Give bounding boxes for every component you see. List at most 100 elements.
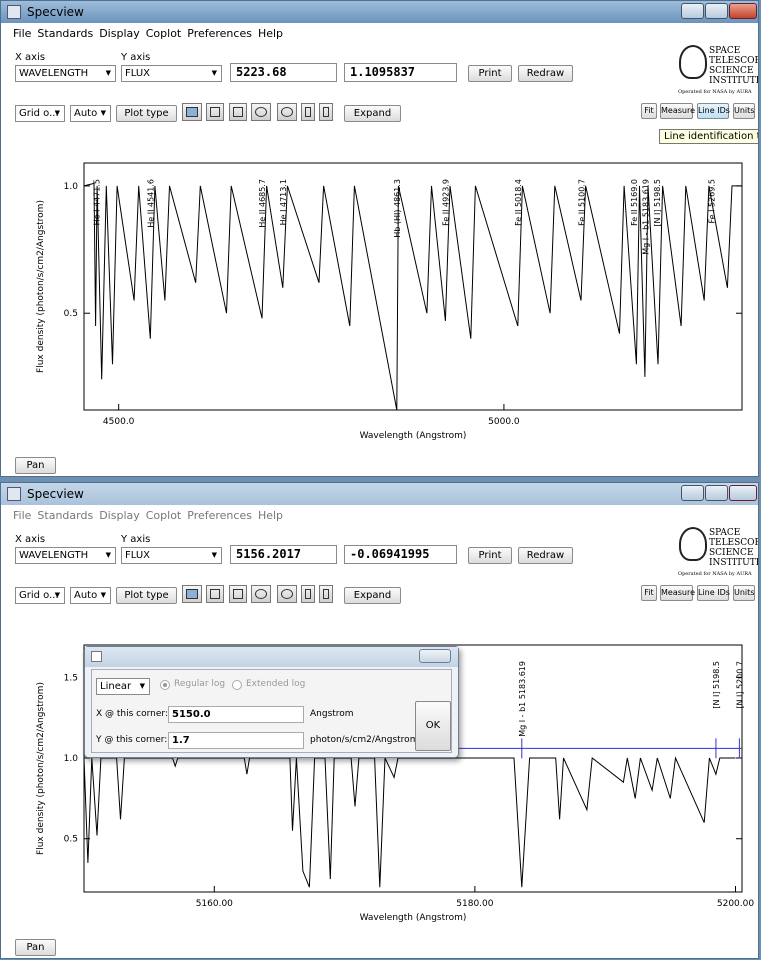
- line-id-label: Fe II 4923.9: [441, 179, 450, 226]
- x-axis-label: Wavelength (Angstrom): [360, 431, 467, 441]
- y-axis-combo[interactable]: FLUX: [121, 547, 222, 564]
- corner-input[interactable]: 1.7: [168, 732, 304, 749]
- icon-glyph: [281, 107, 293, 117]
- line-id-label: Mg I - b1 5183.619: [641, 179, 650, 255]
- tool-button[interactable]: Line IDs: [697, 585, 730, 601]
- menu-item[interactable]: Preferences: [187, 509, 252, 522]
- y-tick-label: 0.5: [64, 309, 78, 319]
- reset-button[interactable]: [182, 585, 202, 603]
- y-readout[interactable]: -0.06941995: [344, 545, 457, 564]
- maximize-button[interactable]: [705, 3, 728, 19]
- dialog-close[interactable]: [419, 649, 451, 663]
- auto-combo[interactable]: Auto: [70, 587, 111, 604]
- icon-glyph: [233, 589, 243, 599]
- menu-item[interactable]: Standards: [37, 509, 94, 522]
- x-axis-combo[interactable]: WAVELENGTH: [15, 65, 116, 82]
- y-readout[interactable]: 1.1095837: [344, 63, 457, 82]
- plot-type-button[interactable]: Plot type: [116, 105, 177, 122]
- menu-item[interactable]: File: [13, 509, 32, 522]
- redraw-button[interactable]: Redraw: [518, 65, 573, 82]
- icon-glyph: [210, 589, 220, 599]
- title-bar: Specview: [1, 1, 758, 23]
- left-button[interactable]: [301, 585, 315, 603]
- app-window: 4500.0 5000.0 0.5 1.0 Wavelength (Angstrom) F…: [0, 0, 759, 477]
- x-readout[interactable]: 5223.68: [230, 63, 337, 82]
- left-button[interactable]: [301, 103, 315, 121]
- app-icon: [7, 487, 21, 501]
- field-unit: photon/s/cm2/Angstrom: [310, 735, 419, 745]
- right-button[interactable]: [319, 585, 333, 603]
- redraw-button[interactable]: Redraw: [518, 547, 573, 564]
- tool-button[interactable]: Line IDs: [697, 103, 730, 119]
- back-button[interactable]: [229, 585, 247, 603]
- tool-button[interactable]: Measure: [660, 103, 695, 119]
- tool-button[interactable]: Measure: [660, 585, 695, 601]
- auto-combo[interactable]: Auto: [70, 105, 111, 122]
- line-id-label: [N I] 5200.7: [735, 661, 744, 709]
- grid-combo[interactable]: Grid o...: [15, 105, 65, 122]
- chart: 4500.0 5000.0 0.5 1.0 Wavelength (Angstrom) F…: [36, 162, 743, 441]
- menu-item[interactable]: Help: [257, 509, 284, 522]
- menu-item[interactable]: Coplot: [145, 27, 182, 40]
- menu-item[interactable]: Help: [257, 27, 284, 40]
- radio-button[interactable]: [160, 680, 170, 690]
- ok-button[interactable]: OK: [415, 701, 451, 751]
- reset-button[interactable]: [182, 103, 202, 121]
- zoom-out-button[interactable]: [251, 103, 271, 121]
- icon-glyph: [323, 107, 329, 117]
- back-button[interactable]: [229, 103, 247, 121]
- x-axis-label: X axis: [15, 52, 46, 63]
- icon-glyph: [281, 589, 293, 599]
- maximize-button[interactable]: [705, 485, 728, 501]
- x-axis-combo[interactable]: WAVELENGTH: [15, 547, 116, 564]
- pan-button[interactable]: Pan: [15, 457, 56, 474]
- menu-item[interactable]: File: [13, 27, 32, 40]
- y-axis-label: Y axis: [121, 52, 151, 63]
- radio-button[interactable]: [232, 680, 242, 690]
- x-tick-label: 4500.0: [103, 417, 135, 427]
- plot-type-button[interactable]: Plot type: [116, 587, 177, 604]
- menu-item[interactable]: Coplot: [145, 509, 182, 522]
- menu-item[interactable]: Preferences: [187, 27, 252, 40]
- top-button[interactable]: [206, 585, 224, 603]
- close-button[interactable]: [729, 485, 757, 501]
- menu-item[interactable]: Display: [99, 509, 140, 522]
- tool-button[interactable]: Units: [733, 585, 755, 601]
- right-button[interactable]: [319, 103, 333, 121]
- zoom-in-button[interactable]: [277, 585, 297, 603]
- expand-button[interactable]: Expand: [344, 587, 401, 604]
- menu-item[interactable]: Standards: [37, 27, 94, 40]
- dialog-title-bar: [85, 647, 458, 667]
- pan-button[interactable]: Pan: [15, 939, 56, 956]
- zoom-out-button[interactable]: [251, 585, 271, 603]
- tool-button[interactable]: Fit: [641, 585, 657, 601]
- print-button[interactable]: Print: [468, 547, 512, 564]
- top-button[interactable]: [206, 103, 224, 121]
- print-button[interactable]: Print: [468, 65, 512, 82]
- logo-text: SCIENCE: [709, 66, 754, 76]
- y-axis-combo[interactable]: FLUX: [121, 65, 222, 82]
- expand-button[interactable]: Expand: [344, 105, 401, 122]
- tool-button[interactable]: Units: [733, 103, 755, 119]
- menu-item[interactable]: Display: [99, 27, 140, 40]
- radio-label: Regular log: [174, 679, 226, 689]
- y-axis-label: Flux density (photon/s/cm2/Angstrom): [36, 682, 46, 855]
- window-title: Specview: [27, 5, 84, 19]
- app-window: 5160.00 5180.00 5200.00 0.5 1.0 1.5 Wavelength…: [0, 482, 759, 959]
- minimize-button[interactable]: [681, 3, 704, 19]
- line-id-label: Fe II 5169.0: [630, 179, 639, 226]
- logo-text: TELESCOPE: [709, 56, 758, 66]
- line-id-label: Fe I 5269.5: [708, 179, 717, 224]
- icon-glyph: [255, 589, 267, 599]
- minimize-button[interactable]: [681, 485, 704, 501]
- y-axis-label: Y axis: [121, 534, 151, 545]
- zoom-in-button[interactable]: [277, 103, 297, 121]
- close-button[interactable]: [729, 3, 757, 19]
- spectrum-line: [83, 182, 742, 411]
- tool-button[interactable]: Fit: [641, 103, 657, 119]
- corner-input[interactable]: 5150.0: [168, 706, 304, 723]
- scale-combo[interactable]: Linear: [96, 678, 150, 695]
- grid-combo[interactable]: Grid o...: [15, 587, 65, 604]
- line-id-label: He II 4541.6: [147, 179, 156, 228]
- x-readout[interactable]: 5156.2017: [230, 545, 337, 564]
